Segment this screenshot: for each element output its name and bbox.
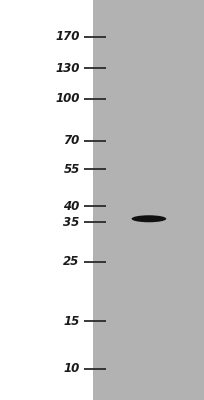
Text: 10: 10	[63, 362, 80, 376]
Text: 15: 15	[63, 315, 80, 328]
Ellipse shape	[132, 215, 166, 222]
Bar	[93, 0, 204, 400]
Text: 170: 170	[55, 30, 80, 43]
Text: 40: 40	[63, 200, 80, 213]
Text: 130: 130	[55, 62, 80, 75]
Text: 100: 100	[55, 92, 80, 106]
Text: 35: 35	[63, 216, 80, 228]
Text: 55: 55	[63, 162, 80, 176]
Text: 70: 70	[63, 134, 80, 147]
Text: 25: 25	[63, 255, 80, 268]
